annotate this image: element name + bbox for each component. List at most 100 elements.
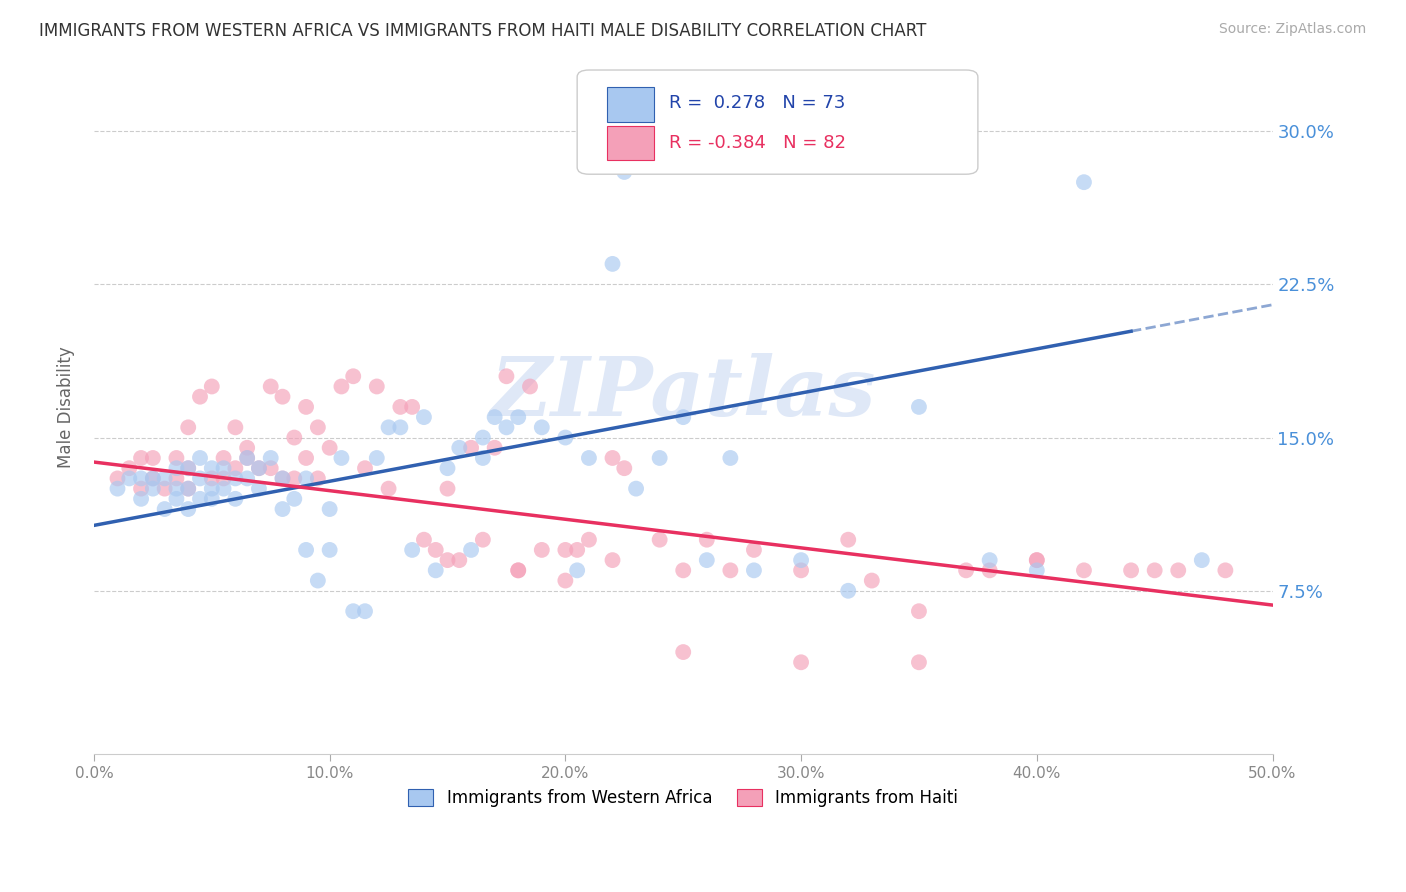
Point — [236, 471, 259, 485]
Point — [837, 533, 859, 547]
Point — [271, 390, 294, 404]
Point — [508, 410, 530, 425]
Point — [436, 461, 458, 475]
Point — [554, 574, 576, 588]
Point — [271, 471, 294, 485]
Point — [354, 461, 377, 475]
Point — [366, 379, 388, 393]
Point — [790, 563, 813, 577]
Point — [271, 471, 294, 485]
Text: IMMIGRANTS FROM WESTERN AFRICA VS IMMIGRANTS FROM HAITI MALE DISABILITY CORRELAT: IMMIGRANTS FROM WESTERN AFRICA VS IMMIGR… — [39, 22, 927, 40]
Point — [224, 491, 246, 506]
Point — [790, 655, 813, 669]
Point — [908, 655, 931, 669]
Point — [484, 410, 506, 425]
Point — [1191, 553, 1213, 567]
Point — [484, 441, 506, 455]
Point — [696, 553, 718, 567]
Point — [979, 563, 1001, 577]
Point — [118, 471, 141, 485]
Point — [790, 553, 813, 567]
Point — [201, 379, 224, 393]
Point — [247, 461, 270, 475]
Point — [860, 574, 883, 588]
Point — [295, 471, 318, 485]
Point — [247, 482, 270, 496]
Text: Source: ZipAtlas.com: Source: ZipAtlas.com — [1219, 22, 1367, 37]
Point — [436, 482, 458, 496]
Point — [554, 542, 576, 557]
Point — [224, 461, 246, 475]
Point — [1025, 553, 1047, 567]
Point — [554, 431, 576, 445]
Point — [236, 450, 259, 465]
Point — [283, 491, 305, 506]
Point — [471, 533, 494, 547]
Point — [295, 542, 318, 557]
Point — [153, 471, 176, 485]
Point — [188, 471, 211, 485]
Point — [578, 533, 600, 547]
Point — [718, 563, 741, 577]
Point — [295, 450, 318, 465]
Point — [118, 461, 141, 475]
Text: R = -0.384   N = 82: R = -0.384 N = 82 — [669, 134, 846, 152]
Point — [401, 400, 423, 414]
Legend: Immigrants from Western Africa, Immigrants from Haiti: Immigrants from Western Africa, Immigran… — [399, 780, 966, 815]
Point — [201, 482, 224, 496]
Bar — [606, 87, 654, 122]
Point — [142, 450, 165, 465]
Point — [318, 502, 340, 516]
Point — [307, 574, 329, 588]
Point — [165, 450, 187, 465]
Point — [460, 441, 482, 455]
Point — [153, 482, 176, 496]
Point — [129, 450, 152, 465]
Point — [519, 379, 541, 393]
Point — [236, 441, 259, 455]
Point — [837, 583, 859, 598]
Point — [142, 471, 165, 485]
Point — [908, 400, 931, 414]
Point — [718, 450, 741, 465]
Point — [224, 420, 246, 434]
Point — [602, 257, 624, 271]
Point — [495, 420, 517, 434]
Point — [342, 369, 364, 384]
Point — [495, 369, 517, 384]
Point — [201, 491, 224, 506]
Point — [425, 563, 447, 577]
Point — [530, 542, 553, 557]
Point — [330, 379, 353, 393]
Point — [107, 482, 129, 496]
Point — [602, 553, 624, 567]
Point — [247, 461, 270, 475]
Point — [1143, 563, 1166, 577]
Point — [342, 604, 364, 618]
Point — [318, 542, 340, 557]
Point — [413, 533, 436, 547]
Point — [578, 450, 600, 465]
Point — [449, 441, 471, 455]
Point — [696, 533, 718, 547]
Point — [602, 450, 624, 465]
Point — [260, 379, 283, 393]
Point — [212, 461, 235, 475]
Point — [624, 482, 647, 496]
Point — [129, 482, 152, 496]
Point — [165, 482, 187, 496]
Point — [129, 471, 152, 485]
Bar — [606, 126, 654, 161]
Point — [165, 471, 187, 485]
Point — [1025, 563, 1047, 577]
Point — [508, 563, 530, 577]
Point — [318, 441, 340, 455]
Point — [613, 165, 636, 179]
Point — [377, 482, 399, 496]
Point — [672, 563, 695, 577]
Point — [471, 431, 494, 445]
Point — [188, 491, 211, 506]
Point — [425, 542, 447, 557]
Point — [565, 542, 588, 557]
Point — [436, 553, 458, 567]
